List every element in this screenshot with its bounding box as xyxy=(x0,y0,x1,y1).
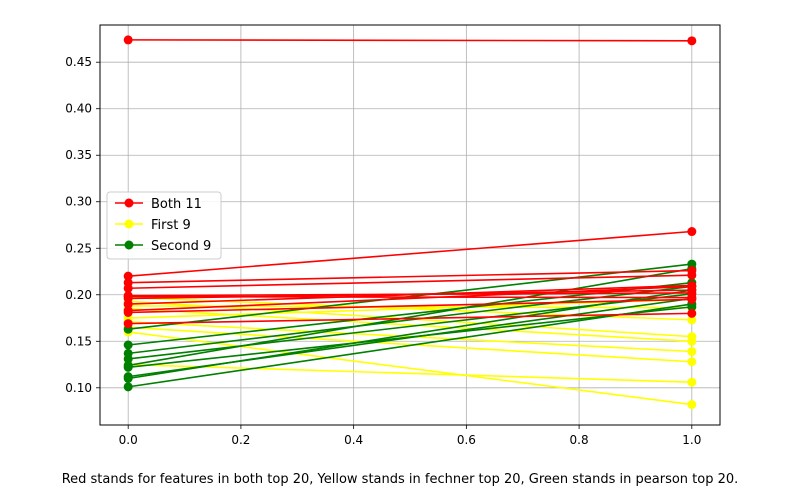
plot-frame xyxy=(99,24,721,426)
y-tick-label: 0.20 xyxy=(65,288,92,302)
y-tick-label: 0.25 xyxy=(65,241,92,255)
series-line xyxy=(128,284,692,305)
series-line xyxy=(128,298,692,319)
series-line xyxy=(128,274,692,290)
series-line xyxy=(128,39,692,42)
data-point xyxy=(123,35,133,45)
data-point xyxy=(123,271,133,281)
series-line xyxy=(128,331,692,406)
data-point xyxy=(123,307,133,317)
series-lines xyxy=(123,35,697,410)
legend-label: Second 9 xyxy=(151,239,211,254)
data-point xyxy=(687,294,697,304)
y-tick-label: 0.30 xyxy=(65,195,92,209)
series-line xyxy=(128,298,692,314)
series-line xyxy=(128,326,692,363)
x-tick-label: 0.2 xyxy=(231,433,250,447)
y-tick-label: 0.15 xyxy=(65,334,92,348)
data-point xyxy=(123,299,133,309)
data-point xyxy=(123,362,133,372)
legend-label: First 9 xyxy=(151,218,191,233)
x-tick-label: 0.4 xyxy=(344,433,363,447)
data-point xyxy=(687,315,697,325)
line-chart: 0.0 0.2 0.4 0.6 0.8 1.0 0.100.150.200.250.300… xyxy=(65,24,721,447)
data-point xyxy=(687,347,697,357)
legend-box xyxy=(106,191,222,260)
legend-entry: Both 11 xyxy=(115,197,202,212)
series-1 xyxy=(123,35,697,329)
y-axis-ticks: 0.10 0.15 0.20 0.25 0.30 0.35 0.40 0.45 xyxy=(65,55,100,395)
data-point xyxy=(123,373,133,383)
legend-label: Both 11 xyxy=(151,197,202,212)
legend-entry: Second 9 xyxy=(115,239,211,254)
x-tick-label: 1.0 xyxy=(682,433,701,447)
series-line xyxy=(128,303,692,388)
data-point xyxy=(687,357,697,367)
data-point xyxy=(123,354,133,364)
data-point xyxy=(687,308,697,318)
y-tick-label: 0.45 xyxy=(65,55,92,69)
data-point xyxy=(687,227,697,237)
legend-marker xyxy=(124,240,134,250)
series-line xyxy=(128,363,692,384)
series-line xyxy=(128,289,692,380)
y-tick-label: 0.35 xyxy=(65,148,92,162)
y-tick-label: 0.10 xyxy=(65,381,92,395)
data-point xyxy=(123,283,133,293)
legend-marker xyxy=(124,198,134,208)
data-point xyxy=(123,382,133,392)
data-point xyxy=(123,319,133,329)
x-tick-label: 0.8 xyxy=(570,433,589,447)
chart-caption: Red stands for features in both top 20, … xyxy=(61,472,739,487)
data-point xyxy=(687,270,697,280)
legend-entry: First 9 xyxy=(115,218,191,233)
data-point xyxy=(123,340,133,350)
y-tick-label: 0.40 xyxy=(65,102,92,116)
series-line xyxy=(128,312,692,325)
data-point xyxy=(687,36,697,46)
data-point xyxy=(687,400,697,410)
series-line xyxy=(128,269,692,284)
data-point xyxy=(687,377,697,387)
data-point xyxy=(687,281,697,291)
series-line xyxy=(128,285,692,312)
series-line xyxy=(128,230,692,277)
legend-marker xyxy=(124,219,134,229)
data-point xyxy=(687,336,697,346)
x-tick-label: 0.0 xyxy=(119,433,138,447)
x-axis-ticks: 0.0 0.2 0.4 0.6 0.8 1.0 xyxy=(119,425,701,447)
x-tick-label: 0.6 xyxy=(457,433,476,447)
series-line xyxy=(128,267,692,367)
legend: Both 11 First 9 Second 9 xyxy=(106,191,222,260)
